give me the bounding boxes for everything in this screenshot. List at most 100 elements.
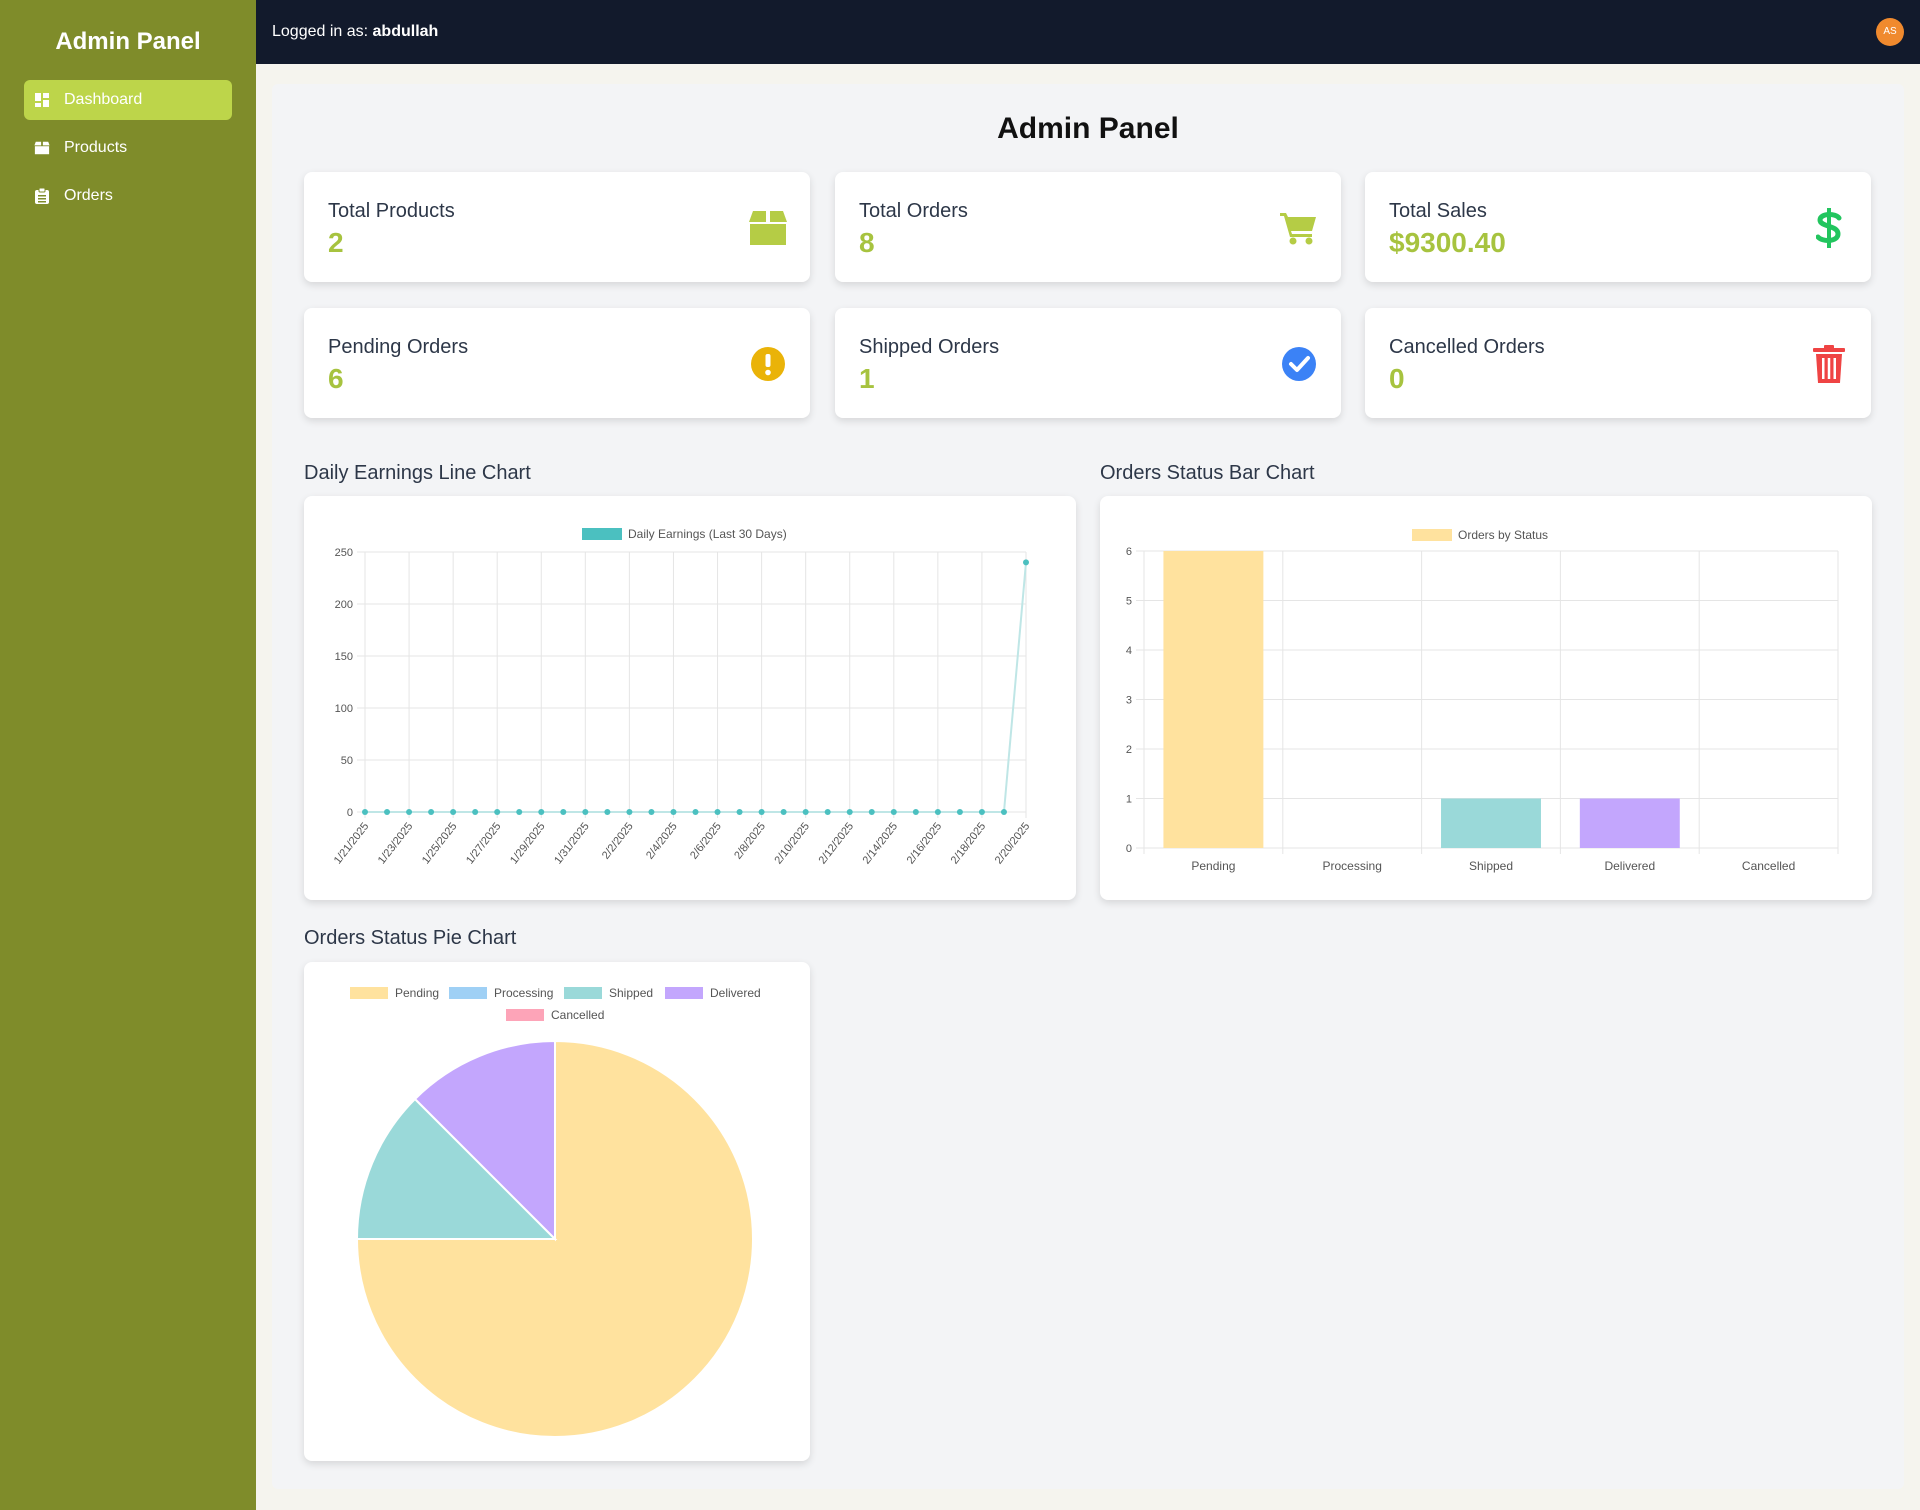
data-point	[428, 809, 435, 815]
data-point	[824, 809, 831, 815]
stat-value: 0	[1389, 363, 1405, 394]
y-tick-label: 200	[335, 599, 353, 611]
x-tick-label: 1/31/2025	[552, 820, 592, 866]
sidebar-item-label: Orders	[64, 187, 113, 204]
x-tick-label: 1/27/2025	[464, 820, 504, 866]
legend-label: Pending	[395, 986, 439, 1000]
data-point	[450, 809, 457, 815]
legend-swatch	[1412, 529, 1452, 541]
pie-slice	[355, 1097, 558, 1240]
avatar[interactable]: AS	[1876, 18, 1904, 46]
stat-value: 1	[859, 363, 875, 394]
sidebar-item-dashboard[interactable]: Dashboard	[24, 80, 232, 120]
data-point	[560, 809, 567, 815]
data-point	[714, 809, 721, 815]
data-point	[384, 809, 391, 815]
legend-swatch	[350, 987, 388, 999]
y-tick-label: 0	[347, 807, 353, 819]
box-icon	[748, 208, 788, 248]
orders-status-bar-chart: Orders by Status 0 1 2 3 4 5 6 Pending Processing…	[1126, 528, 1839, 873]
sidebar-item-products[interactable]: Products	[24, 128, 232, 168]
stat-label: Pending Orders	[328, 336, 469, 358]
legend-swatch	[582, 528, 622, 540]
bar-chart-card: Orders by Status 0 1 2 3 4 5 6 Pending Processing…	[1100, 496, 1872, 900]
sidebar-item-label: Dashboard	[64, 91, 143, 108]
x-tick-label: Pending	[1191, 859, 1235, 873]
pie-slice	[355, 1039, 754, 1438]
stat-card-total-orders: Total Orders 8	[835, 172, 1341, 282]
y-tick-label: 150	[335, 651, 353, 663]
x-tick-label: 2/4/2025	[644, 820, 680, 861]
y-tick-label: 3	[1126, 695, 1132, 707]
y-tick-label: 4	[1126, 645, 1132, 657]
x-tick-label: Cancelled	[1742, 859, 1795, 873]
y-tick-label: 5	[1126, 596, 1132, 608]
stat-card-total-sales: Total Sales $9300.40	[1365, 172, 1871, 282]
stat-value: 8	[859, 227, 875, 258]
main-content: Admin Panel Total Products 2 Total Order…	[272, 84, 1904, 1489]
data-point	[802, 809, 809, 815]
y-tick-label: 50	[341, 755, 353, 767]
sidebar-item-orders[interactable]: Orders	[24, 176, 232, 216]
data-point	[494, 809, 501, 815]
x-tick-label: 2/16/2025	[905, 820, 945, 866]
x-tick-label: Shipped	[1469, 859, 1513, 873]
box-icon	[34, 140, 50, 156]
x-tick-label: 2/20/2025	[993, 820, 1033, 866]
x-tick-label: 2/14/2025	[861, 820, 901, 866]
stat-value: 2	[328, 227, 344, 258]
x-tick-label: 2/18/2025	[949, 820, 989, 866]
stat-label: Total Sales	[1389, 200, 1487, 222]
dollar-icon	[1809, 208, 1849, 248]
legend-label: Delivered	[710, 986, 761, 1000]
legend-label: Daily Earnings (Last 30 Days)	[628, 527, 787, 541]
legend-swatch	[665, 987, 703, 999]
topbar: Logged in as: abdullah AS	[256, 0, 1920, 64]
bar	[1579, 798, 1680, 848]
bar-chart-title: Orders Status Bar Chart	[1100, 462, 1315, 484]
data-point	[1000, 809, 1007, 815]
data-point	[846, 809, 853, 815]
y-tick-label: 6	[1126, 546, 1132, 558]
stat-label: Cancelled Orders	[1389, 336, 1545, 358]
x-tick-label: 2/8/2025	[732, 820, 768, 861]
data-point	[670, 809, 677, 815]
x-tick-label: 1/23/2025	[376, 820, 416, 866]
data-point	[758, 809, 765, 815]
trash-icon	[1809, 344, 1849, 384]
sidebar-nav: Dashboard Products Orders	[0, 80, 256, 216]
orders-status-pie-chart: Pending Processing Shipped Delivered Cancell…	[350, 986, 761, 1438]
pie-chart-title: Orders Status Pie Chart	[304, 927, 517, 949]
legend-swatch	[449, 987, 487, 999]
data-point	[780, 809, 787, 815]
data-point	[538, 809, 545, 815]
bar	[1163, 551, 1264, 848]
data-point	[406, 809, 413, 815]
data-point	[582, 809, 589, 815]
line-chart-title: Daily Earnings Line Chart	[304, 462, 531, 484]
stat-card-cancelled-orders: Cancelled Orders 0	[1365, 308, 1871, 418]
data-point	[868, 809, 875, 815]
x-tick-label: 2/2/2025	[600, 820, 636, 861]
y-tick-label: 0	[1126, 843, 1132, 855]
x-tick-label: 2/6/2025	[688, 820, 724, 861]
stat-card-total-products: Total Products 2	[304, 172, 810, 282]
stat-card-pending-orders: Pending Orders 6	[304, 308, 810, 418]
data-point	[516, 809, 523, 815]
data-point	[626, 809, 633, 815]
x-tick-label: 1/25/2025	[420, 820, 460, 866]
logged-in-prefix: Logged in as:	[272, 23, 369, 40]
data-point	[956, 809, 963, 815]
pie-chart-card: Pending Processing Shipped Delivered Cancell…	[304, 962, 810, 1461]
stat-label: Total Orders	[859, 200, 968, 222]
legend-swatch	[506, 1009, 544, 1021]
x-tick-label: 2/12/2025	[817, 820, 857, 866]
check-circle-icon	[1279, 344, 1319, 384]
y-tick-label: 1	[1126, 794, 1132, 806]
daily-earnings-line-chart: Daily Earnings (Last 30 Days) 0 50 100 150 20…	[332, 527, 1033, 866]
legend-label: Shipped	[609, 986, 653, 1000]
data-point	[362, 809, 368, 815]
data-point	[736, 809, 743, 815]
stat-label: Total Products	[328, 200, 455, 222]
data-point	[934, 809, 941, 815]
